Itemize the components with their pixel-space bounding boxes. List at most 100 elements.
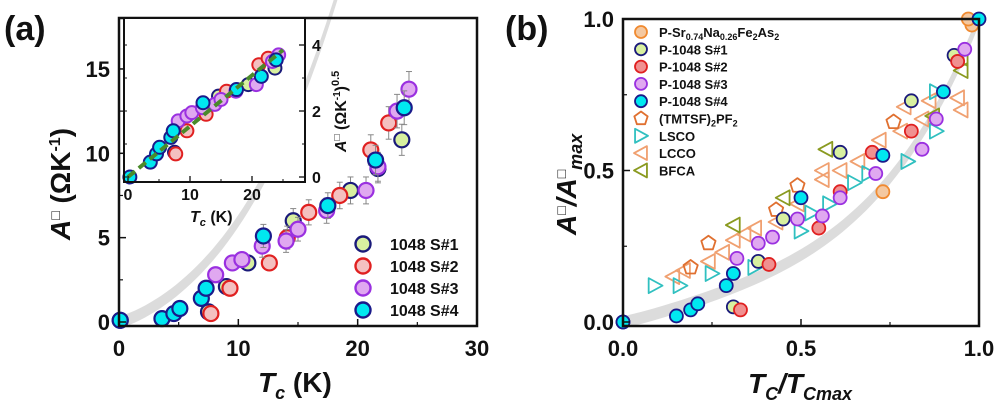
legend-marker-lcco [633,145,648,162]
data-point-1048-s-3 [207,266,225,284]
legend-label-part: As [758,25,775,40]
data-point-lcco [700,252,716,270]
x-tick-label-b: 0.0 [608,336,639,361]
data-point-tmtsf-2pf2 [789,177,806,193]
data-point-p-1048-s-3 [832,190,848,206]
panel-b: (b) 0.0 0.5 1.00.00.51.0 P-Sr0.74Na0.26Fe2… [505,7,994,404]
data-point-1048-s-2 [380,114,398,132]
data-point-1048-s-2 [221,279,239,297]
data-point-p-1048-s-3 [765,229,780,245]
y-tick-label-b: 0.5 [583,159,614,184]
inset-x-tick-label: 20 [243,187,261,204]
legend-label: 1048 S#2 [390,259,459,276]
legend-label: P-1048 S#1 [659,42,728,57]
legend-label: P-1048 S#2 [659,60,728,75]
inset-x-axis-title: Tc (K) [190,209,233,229]
x-tick-label-a: 0 [113,336,125,361]
legend-marker-1048-s-2 [354,257,372,275]
legend-label-subscript: 2 [753,32,758,42]
y-tick-label-a: 10 [86,141,110,166]
data-point-tmtsf-2pf2 [885,113,902,129]
data-point-lsco [704,265,721,282]
ticks-b: 0.0 0.5 1.0 0.0 0.5 1.0 [583,7,994,361]
data-point-lcco [664,268,681,285]
data-point-p-1048-s-1 [903,93,919,109]
legend-label: P-Sr0.74Na0.26Fe2As2 [659,25,779,42]
data-point-1048-s-4 [395,99,413,117]
data-point-1048-s-3 [357,181,375,200]
legend-label-part: (TMTSF) [659,112,711,127]
x-tick-label-a: 20 [345,336,369,361]
legend-label-subscript: 2 [733,119,738,129]
inset-x-tick-label: 0 [124,187,133,204]
inset-data-point-1048-s-4 [195,95,211,111]
legend-label: LCCO [659,146,696,161]
legend-label: 1048 S#4 [390,303,459,320]
data-points-b [615,11,987,330]
data-point-lsco [647,277,664,295]
legend-item-b-lsco: LSCO [634,127,695,144]
data-point-p-1048-s-4 [690,296,706,312]
data-point-p-1048-s-1 [832,144,848,160]
y-axis-title-a: A□ (ΩK-1) [45,128,76,241]
data-point-lsco [804,204,821,222]
data-point-tmtsf-2pf2 [768,201,785,217]
data-point-1048-s-2 [202,304,220,323]
data-point-lcco [920,92,937,110]
legend-marker-tmtsf-2pf2 [633,110,649,126]
y-axis-title-b: A□/A□max [551,133,586,236]
legend-item-b-p-sr0-74na0-26fe2as2: P-Sr0.74Na0.26Fe2As2 [634,25,779,42]
data-point-1048-s-3 [400,80,418,98]
y-tick-label-b: 1.0 [583,7,614,32]
legend-label-subscript: 0.74 [686,32,704,42]
legend-marker-1048-s-1 [354,235,372,253]
x-tick-label-b: 0.5 [786,336,817,361]
data-point-p-1048-s-4 [669,308,684,324]
data-point-lsco [672,277,689,295]
data-point-lcco [870,131,887,149]
data-point-1048-s-4 [171,299,189,318]
legend-item-a-1048-s-1: 1048 S#1 [354,235,459,254]
data-point-1048-s-2 [260,254,278,272]
data-point-1048-s-2 [331,186,349,205]
fit-line-inset [126,48,285,179]
legend-label-subscript: 2 [711,119,716,129]
data-point-p-1048-s-4 [718,278,734,294]
legend-label-part: P-Sr [659,25,686,40]
legend-item-b-p-1048-s-1: P-1048 S#1 [634,42,728,57]
legend-a: 1048 S#1 1048 S#2 1048 S#3 1048 S#4 [354,235,459,320]
data-point-p-1048-s-3 [957,41,973,57]
legend-label: (TMTSF)2PF2 [659,112,738,129]
data-point-p-1048-s-3 [928,111,944,127]
legend-marker-1048-s-3 [354,279,372,297]
inset-data-point-1048-s-4 [253,68,269,84]
x-tick-label-b: 1.0 [964,336,995,361]
legend-marker-bfca [633,162,648,179]
legend-item-b-p-1048-s-3: P-1048 S#3 [634,77,728,92]
legend-item-b-p-1048-s-2: P-1048 S#2 [634,60,728,75]
data-point-p-1048-s-2 [950,54,966,69]
inset-data-point-1048-s-2 [168,146,184,162]
data-point-lsco [793,222,810,240]
legend-marker-lsco [634,127,649,144]
data-point-lcco [714,243,730,261]
legend-label-part: Na [703,25,720,40]
legend-item-b-p-1048-s-4: P-1048 S#4 [634,94,728,109]
legend-marker-p-1048-s-4 [634,94,648,109]
data-point-p-1048-s-2 [903,123,919,139]
data-point-p-1048-s-4 [725,266,741,281]
data-point-lcco [724,231,741,249]
data-point-lsco [822,195,838,213]
inset-plot: 0 10 20 0 2 4 Tc (K) A□ (ΩK-1)0.5 [122,17,350,229]
x-axis-title-b: TC/TCmax [748,368,853,404]
data-point-lcco [813,171,830,188]
y-tick-label-a: 15 [86,57,110,82]
data-point-lcco [949,89,965,107]
legend-marker-p-sr0-74na0-26fe2as2 [634,25,648,39]
inset-y-tick-label: 0 [312,170,321,187]
y-tick-label-a: 0 [98,310,110,335]
y-tick-label-a: 5 [98,226,110,251]
legend-label: P-1048 S#4 [659,94,728,109]
data-point-lcco [675,262,691,279]
